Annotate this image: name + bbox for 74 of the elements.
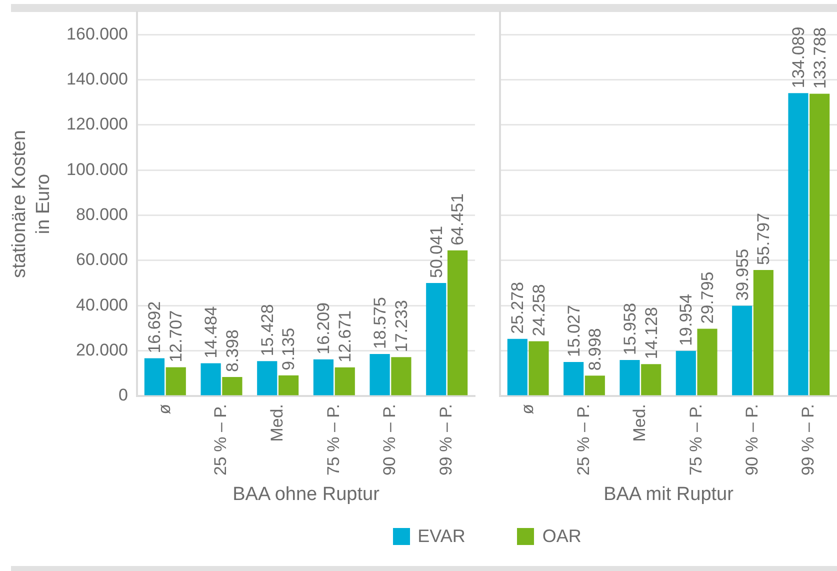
data-label: 18.575: [370, 297, 390, 350]
bar: [810, 94, 830, 396]
data-label: 19.954: [676, 294, 696, 346]
x-tick-label: ø: [154, 404, 174, 414]
x-tick-label: 90 % – P.: [380, 404, 400, 476]
bar: [528, 341, 549, 396]
data-label: 9.135: [279, 328, 298, 370]
bar: [334, 367, 355, 396]
bar: [447, 250, 468, 396]
bar: [753, 270, 774, 396]
bar: [641, 364, 662, 396]
data-label: 29.795: [698, 272, 717, 324]
y-tick-label: 120.000: [66, 114, 128, 134]
x-tick-label: ø: [518, 404, 537, 414]
data-label: 15.027: [564, 305, 584, 358]
data-label: 55.797: [754, 212, 774, 265]
x-tick-label: 75 % – P.: [324, 404, 343, 476]
data-label: 8.398: [222, 329, 242, 372]
x-tick-label: 25 % – P.: [574, 404, 593, 476]
y-tick-label: 40.000: [76, 295, 128, 314]
y-tick-label: 20.000: [76, 340, 128, 360]
bar: [144, 358, 165, 396]
x-axis-title: BAA ohne Ruptur: [232, 484, 380, 505]
y-tick-label: 140.000: [66, 69, 128, 88]
y-tick-label: 80.000: [76, 204, 128, 224]
data-label: 50.041: [426, 226, 446, 278]
bar: [564, 362, 584, 396]
legend-label: EVAR: [418, 525, 466, 547]
y-tick-label: 100.000: [66, 160, 128, 179]
data-label: 15.958: [620, 302, 640, 355]
data-label: 14.484: [201, 306, 220, 358]
bar: [507, 338, 528, 396]
legend-label: OAR: [542, 525, 582, 547]
bar: [313, 359, 334, 396]
bar: [278, 375, 299, 396]
data-label: 134.089: [788, 26, 808, 88]
x-tick-label: Med.: [268, 404, 287, 442]
x-axis-title: BAA mit Ruptur: [604, 484, 734, 505]
data-label: 16.692: [145, 301, 164, 354]
bar: [370, 354, 390, 396]
y-axis-title: stationäre Kosten in Euro: [9, 130, 54, 278]
data-label: 16.209: [314, 302, 334, 354]
bar: [620, 360, 640, 396]
data-label: 64.451: [448, 193, 468, 246]
bar: [697, 328, 718, 396]
x-tick-label: 90 % – P.: [742, 404, 762, 476]
data-label: 133.788: [810, 27, 830, 89]
data-label: 17.233: [392, 300, 411, 352]
y-tick-label: 160.000: [66, 24, 128, 44]
y-tick-label: 60.000: [76, 250, 128, 270]
bar: [391, 357, 412, 396]
bar: [676, 350, 696, 396]
x-tick-label: 75 % – P.: [686, 404, 706, 476]
data-label: 24.258: [529, 284, 548, 336]
data-label: 39.955: [732, 248, 752, 301]
data-label: 14.128: [642, 307, 661, 360]
x-tick-label: 99 % – P.: [798, 404, 818, 476]
data-label: 15.428: [258, 304, 277, 356]
bar: [200, 363, 221, 396]
data-label: 8.998: [586, 328, 605, 371]
data-label: 12.707: [166, 310, 186, 362]
bar: [257, 361, 278, 396]
x-tick-label: Med.: [630, 404, 650, 442]
data-label: 12.671: [336, 310, 355, 362]
bar: [732, 306, 752, 396]
y-tick-label: 0: [118, 386, 128, 405]
x-tick-label: 99 % – P.: [436, 404, 456, 476]
bar: [166, 367, 186, 396]
bar: [584, 376, 605, 396]
bar: [222, 377, 242, 396]
bar: [426, 282, 446, 396]
data-label: 25.278: [508, 282, 528, 334]
x-tick-label: 25 % – P.: [211, 404, 230, 476]
bar: [788, 93, 808, 396]
